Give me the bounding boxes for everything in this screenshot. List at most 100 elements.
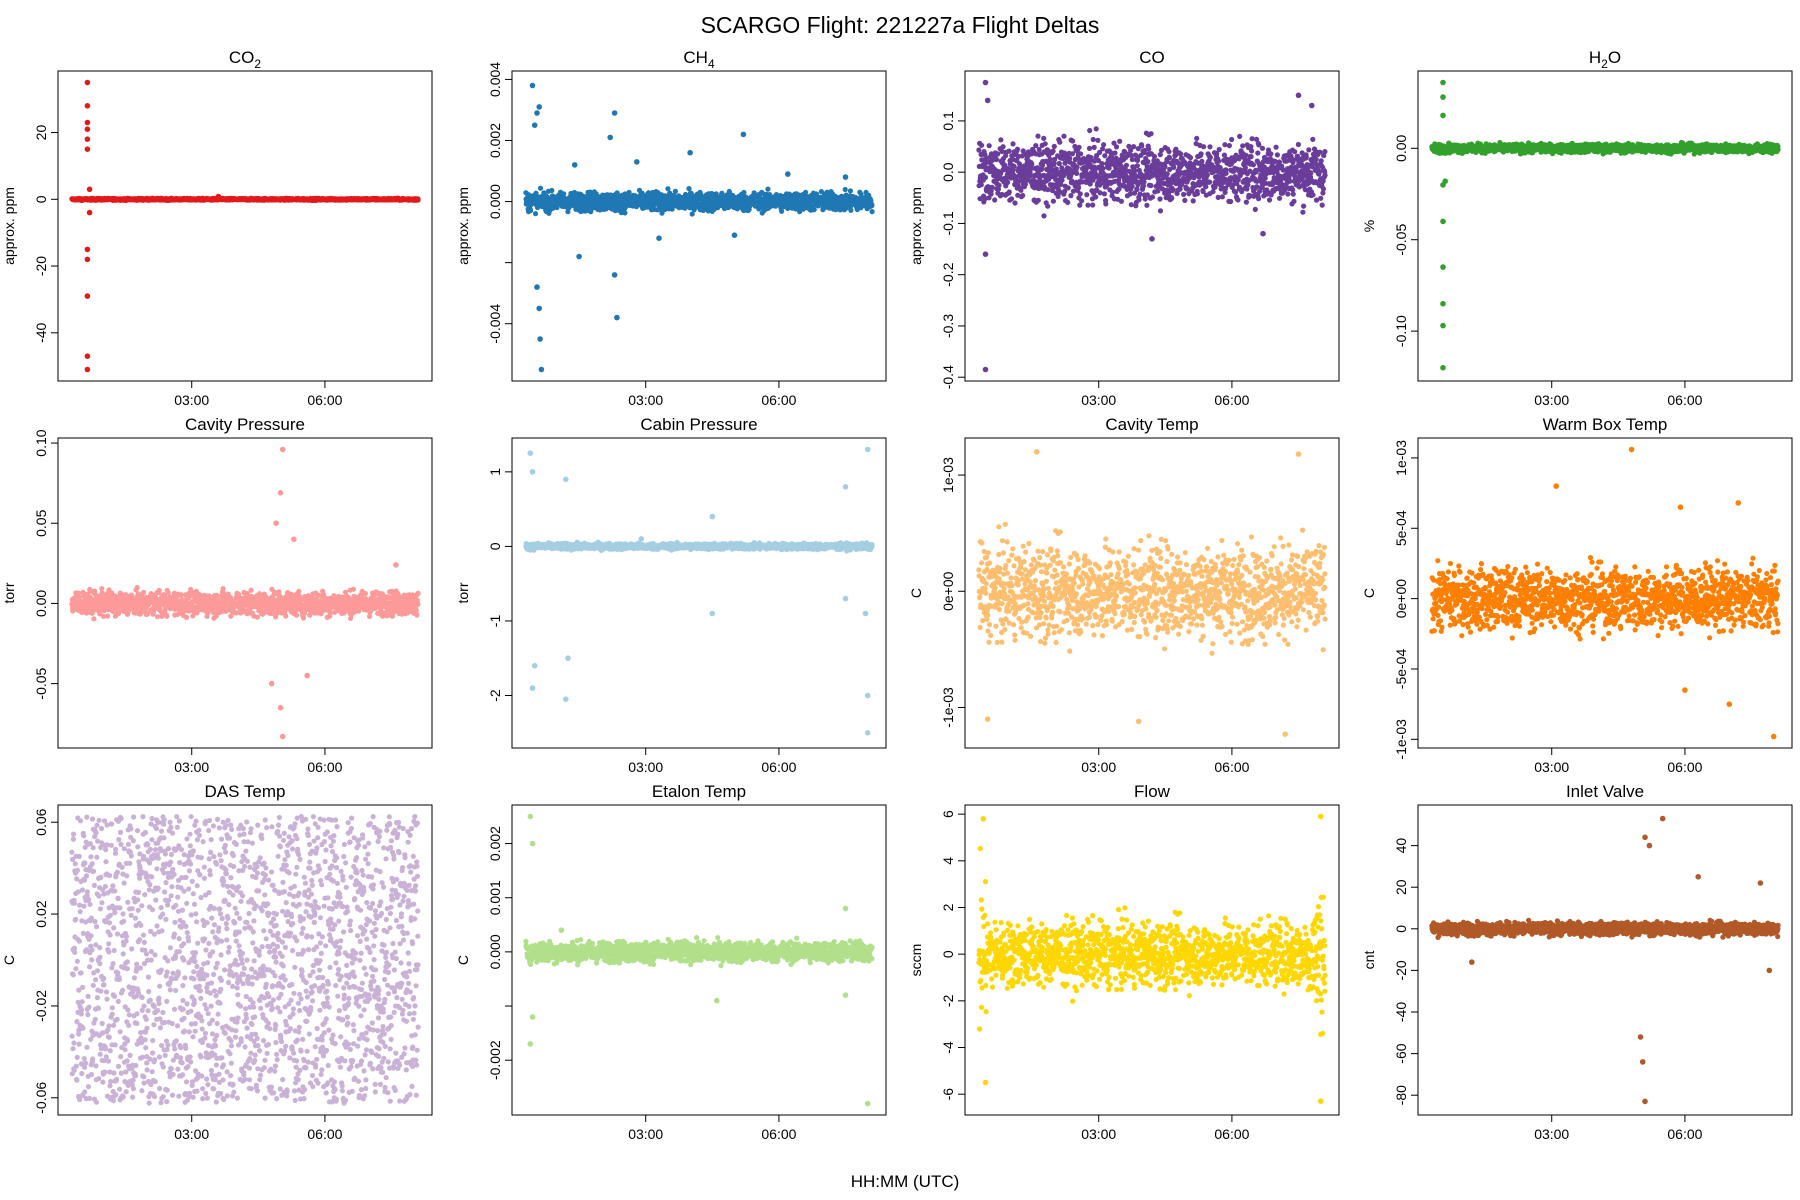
y-tick-label: 0.0 bbox=[940, 162, 956, 182]
y-axis-label: approx. ppm bbox=[1, 187, 17, 265]
data-point-outlier bbox=[86, 209, 93, 216]
data-point bbox=[1097, 190, 1103, 196]
data-point bbox=[1149, 194, 1155, 200]
data-point bbox=[1068, 193, 1074, 199]
data-point-outlier bbox=[86, 186, 93, 193]
data-point bbox=[1249, 136, 1255, 142]
data-point bbox=[1006, 189, 1012, 195]
data-point bbox=[1090, 202, 1096, 208]
data-point bbox=[1148, 182, 1154, 189]
data-point bbox=[1201, 144, 1207, 150]
data-point bbox=[1093, 126, 1099, 132]
data-point bbox=[1268, 151, 1274, 157]
data-point bbox=[1047, 156, 1053, 162]
data-point bbox=[1316, 169, 1323, 175]
data-point bbox=[1057, 139, 1063, 145]
data-point bbox=[1065, 185, 1071, 191]
data-point bbox=[1123, 162, 1129, 168]
data-point bbox=[998, 137, 1004, 143]
data-point bbox=[1041, 213, 1047, 219]
data-point-outlier bbox=[536, 104, 542, 110]
y-tick-label: -0.3 bbox=[940, 314, 956, 338]
data-point bbox=[1207, 154, 1213, 161]
data-point bbox=[1322, 149, 1328, 155]
data-point-outlier bbox=[982, 79, 989, 86]
data-point bbox=[1146, 146, 1152, 152]
data-point bbox=[1249, 148, 1255, 154]
data-point-outlier bbox=[534, 284, 540, 290]
data-point bbox=[1242, 165, 1248, 171]
data-point bbox=[1136, 197, 1142, 203]
y-tick-label: 0.002 bbox=[487, 123, 503, 158]
data-point bbox=[1295, 141, 1301, 148]
data-point-outlier bbox=[215, 193, 222, 200]
data-point bbox=[1041, 135, 1047, 141]
data-point bbox=[1256, 196, 1262, 202]
data-points bbox=[69, 79, 421, 373]
data-points bbox=[976, 79, 1328, 373]
data-point-outlier bbox=[529, 82, 536, 89]
data-point-outlier bbox=[687, 149, 693, 156]
data-point bbox=[1000, 144, 1006, 150]
data-point-outlier bbox=[1149, 236, 1155, 242]
data-point bbox=[1226, 143, 1232, 149]
data-point bbox=[1157, 208, 1164, 214]
data-point bbox=[1308, 170, 1314, 176]
data-point bbox=[1014, 146, 1021, 152]
data-point-outlier bbox=[731, 232, 738, 238]
y-tick-label: -0.2 bbox=[940, 262, 956, 286]
data-point-outlier bbox=[611, 110, 618, 116]
data-point bbox=[549, 187, 555, 194]
data-point bbox=[1131, 144, 1137, 150]
data-point bbox=[1128, 202, 1134, 208]
data-point bbox=[1020, 192, 1026, 199]
y-tick-label: -0.4 bbox=[940, 365, 956, 389]
data-point bbox=[1145, 159, 1151, 165]
data-point-outlier bbox=[842, 174, 849, 180]
data-point bbox=[1086, 145, 1093, 151]
data-point bbox=[1118, 198, 1124, 204]
data-point-outlier bbox=[84, 79, 91, 86]
data-point bbox=[537, 185, 544, 191]
data-point bbox=[1207, 179, 1213, 185]
data-point bbox=[1155, 188, 1161, 194]
data-point bbox=[1051, 143, 1057, 149]
y-tick-label: 0 bbox=[33, 195, 49, 203]
data-point-outlier bbox=[785, 171, 791, 177]
data-point bbox=[1306, 147, 1312, 153]
data-point bbox=[1100, 165, 1106, 172]
y-tick-label: -40 bbox=[33, 322, 49, 342]
data-point bbox=[1065, 199, 1071, 205]
data-point bbox=[1300, 209, 1306, 215]
x-tick-label: 06:00 bbox=[1214, 392, 1249, 408]
data-point bbox=[1216, 158, 1222, 164]
data-point bbox=[626, 189, 632, 195]
data-point-outlier bbox=[538, 366, 545, 373]
data-point bbox=[1252, 206, 1258, 212]
data-point bbox=[1223, 170, 1229, 176]
plot-frame bbox=[964, 70, 1340, 382]
data-point bbox=[1240, 143, 1246, 149]
panel-2: CO-0.4-0.3-0.2-0.10.00.103:00 06:00approx… bbox=[908, 48, 1340, 408]
data-point bbox=[1216, 146, 1222, 153]
data-point bbox=[1237, 133, 1243, 139]
data-point bbox=[1169, 195, 1175, 201]
x-tick-label: 03:00 bbox=[174, 392, 209, 408]
data-point-outlier bbox=[740, 131, 747, 138]
data-point bbox=[1303, 154, 1309, 160]
data-point bbox=[1171, 164, 1177, 170]
x-tick-label: 06:00 bbox=[307, 392, 342, 408]
data-point bbox=[989, 184, 995, 190]
data-point bbox=[811, 207, 817, 213]
data-points bbox=[1429, 79, 1781, 371]
data-point bbox=[1084, 192, 1090, 198]
data-point-outlier bbox=[984, 97, 991, 104]
data-point bbox=[1291, 198, 1297, 204]
data-point-outlier bbox=[84, 246, 91, 253]
data-point bbox=[1248, 154, 1254, 160]
data-point-outlier bbox=[84, 256, 91, 263]
data-point bbox=[1274, 152, 1280, 158]
data-point bbox=[976, 147, 982, 153]
data-point bbox=[1042, 141, 1048, 147]
